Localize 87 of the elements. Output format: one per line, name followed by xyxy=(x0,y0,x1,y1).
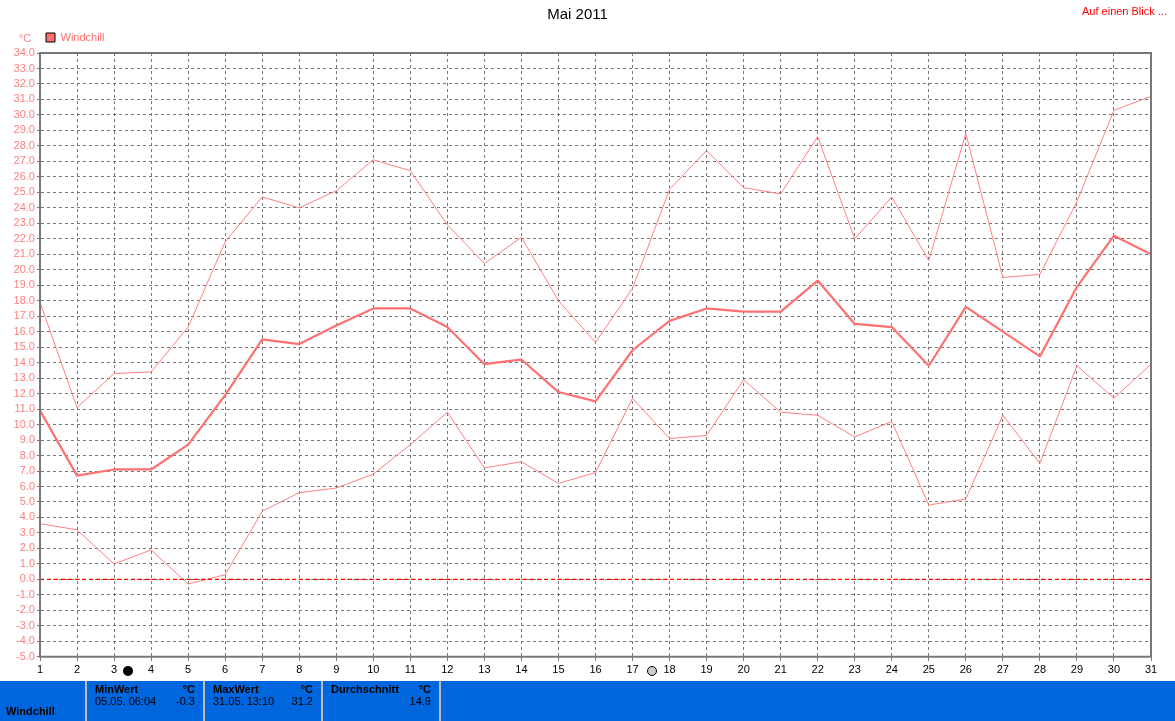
y-tick-label: -3.0 xyxy=(16,618,35,631)
text: °C xyxy=(418,683,431,695)
y-tick-label: 10.0 xyxy=(13,417,35,430)
y-tick-label: 7.0 xyxy=(19,464,35,477)
y-tick-label: 0.0 xyxy=(19,572,35,585)
text: 31.2 xyxy=(291,695,313,707)
x-tick-label: 26 xyxy=(959,663,972,676)
x-tick-label: 14 xyxy=(515,663,528,676)
y-tick-label: 25.0 xyxy=(13,185,35,198)
y-tick-label: 9.0 xyxy=(19,433,35,446)
y-tick-label: -2.0 xyxy=(16,603,35,616)
y-tick-label: 5.0 xyxy=(19,495,35,508)
text: Windchill xyxy=(0,681,87,721)
x-tick-label: 29 xyxy=(1070,663,1084,676)
x-tick-label: 13 xyxy=(478,663,491,676)
y-tick-label: 34.0 xyxy=(13,46,35,59)
y-tick-label: 29.0 xyxy=(13,123,35,136)
x-tick-label: 31 xyxy=(1144,663,1158,676)
x-tick-label: 15 xyxy=(552,663,565,676)
y-tick-label: 15.0 xyxy=(13,340,35,353)
text: Durchschnitt xyxy=(331,683,399,695)
y-axis-title: °C xyxy=(18,32,32,45)
x-tick-label: 18 xyxy=(663,663,676,676)
chart-title: Mai 2011 xyxy=(547,5,608,23)
x-tick-label: 16 xyxy=(589,663,602,676)
y-tick-label: 17.0 xyxy=(13,309,35,322)
text: 05.05. 06:04 xyxy=(95,695,157,707)
y-tick-label: 31.0 xyxy=(13,92,35,105)
x-tick-label: 20 xyxy=(737,663,750,676)
y-tick-label: 23.0 xyxy=(13,216,35,229)
x-tick-label: 7 xyxy=(259,663,266,676)
y-tick-label: 12.0 xyxy=(13,386,35,399)
x-tick-label: 23 xyxy=(848,663,861,676)
text: Auf einen Blick ... xyxy=(1082,5,1167,17)
y-tick-label: 3.0 xyxy=(19,525,35,538)
text: °C xyxy=(182,683,195,695)
x-tick-label: 5 xyxy=(185,663,192,676)
x-tick-label: 9 xyxy=(333,663,340,676)
y-tick-label: 28.0 xyxy=(13,138,35,151)
y-tick-label: 1.0 xyxy=(19,556,35,569)
x-tick-label: 28 xyxy=(1033,663,1047,676)
text: MaxWert xyxy=(213,683,259,695)
text: °C xyxy=(300,683,313,695)
y-tick-label: 16.0 xyxy=(13,324,35,337)
text: -0.3 xyxy=(176,695,195,707)
y-tick-label: 26.0 xyxy=(13,169,35,182)
y-tick-label: 33.0 xyxy=(13,61,35,74)
x-tick-label: 1 xyxy=(36,663,44,676)
y-tick-label: 21.0 xyxy=(13,247,35,260)
y-tick-label: 30.0 xyxy=(13,107,35,120)
x-tick-label: 21 xyxy=(774,663,787,676)
y-tick-label: 22.0 xyxy=(13,231,35,244)
x-tick-label: 30 xyxy=(1107,663,1121,676)
text: MinWert xyxy=(95,683,139,695)
y-tick-label: 8.0 xyxy=(19,448,35,461)
x-tick-label: 19 xyxy=(700,663,713,676)
text: 14.9 xyxy=(409,695,431,707)
x-tick-label: 3 xyxy=(111,663,118,676)
x-tick-label: 24 xyxy=(885,663,898,676)
x-tick-label: 25 xyxy=(922,663,935,676)
x-tick-label: 8 xyxy=(296,663,303,676)
x-tick-label: 17 xyxy=(626,663,639,676)
x-tick-label: 27 xyxy=(996,663,1009,676)
x-tick-label: 11 xyxy=(404,663,417,676)
y-tick-label: 24.0 xyxy=(13,200,35,213)
y-tick-label: -1.0 xyxy=(16,587,35,600)
y-tick-label: 6.0 xyxy=(19,479,35,492)
y-tick-label: 13.0 xyxy=(13,371,35,384)
y-tick-label: 20.0 xyxy=(13,262,35,275)
y-tick-label: -5.0 xyxy=(16,649,35,662)
x-tick-label: 22 xyxy=(811,663,824,676)
x-tick-label: 6 xyxy=(222,663,229,676)
y-tick-label: 4.0 xyxy=(19,510,35,523)
y-tick-label: 32.0 xyxy=(13,77,35,89)
y-tick-label: 19.0 xyxy=(13,278,35,291)
y-tick-label: 27.0 xyxy=(13,154,35,167)
x-tick-label: 10 xyxy=(367,663,380,676)
text: 31.05. 13:10 xyxy=(213,695,275,707)
y-tick-label: -4.0 xyxy=(16,634,35,647)
y-tick-label: 18.0 xyxy=(13,293,35,306)
x-tick-label: 4 xyxy=(148,663,155,676)
y-tick-label: 2.0 xyxy=(19,541,35,554)
legend-label: Windchill xyxy=(60,30,105,43)
y-tick-label: 14.0 xyxy=(13,355,35,368)
y-tick-label: 11.0 xyxy=(14,402,35,415)
x-tick-label: 2 xyxy=(73,663,81,676)
x-tick-label: 12 xyxy=(441,663,454,676)
